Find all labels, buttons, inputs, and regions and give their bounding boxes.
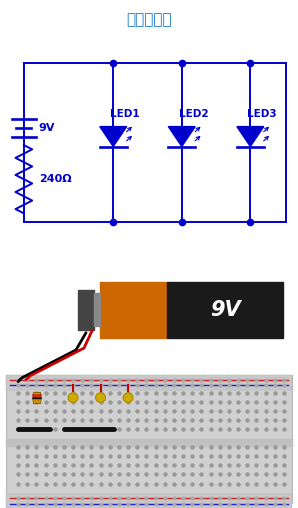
Bar <box>6 375 292 503</box>
Circle shape <box>68 393 78 402</box>
Bar <box>6 438 292 446</box>
Text: 并联连接图: 并联连接图 <box>126 12 172 27</box>
Bar <box>6 375 292 390</box>
Bar <box>167 282 283 337</box>
Bar <box>33 392 40 403</box>
Polygon shape <box>100 126 127 146</box>
Text: 9V: 9V <box>39 123 55 133</box>
Text: LED1: LED1 <box>110 110 140 119</box>
Bar <box>94 294 100 326</box>
Circle shape <box>96 393 105 402</box>
Circle shape <box>123 393 133 402</box>
Text: LED3: LED3 <box>247 110 277 119</box>
Bar <box>6 494 292 508</box>
Polygon shape <box>168 126 195 146</box>
Polygon shape <box>237 126 264 146</box>
Text: 240Ω: 240Ω <box>39 174 71 184</box>
Text: 9V: 9V <box>210 300 240 320</box>
Text: LED2: LED2 <box>179 110 208 119</box>
Bar <box>78 290 94 330</box>
Bar <box>100 282 167 337</box>
